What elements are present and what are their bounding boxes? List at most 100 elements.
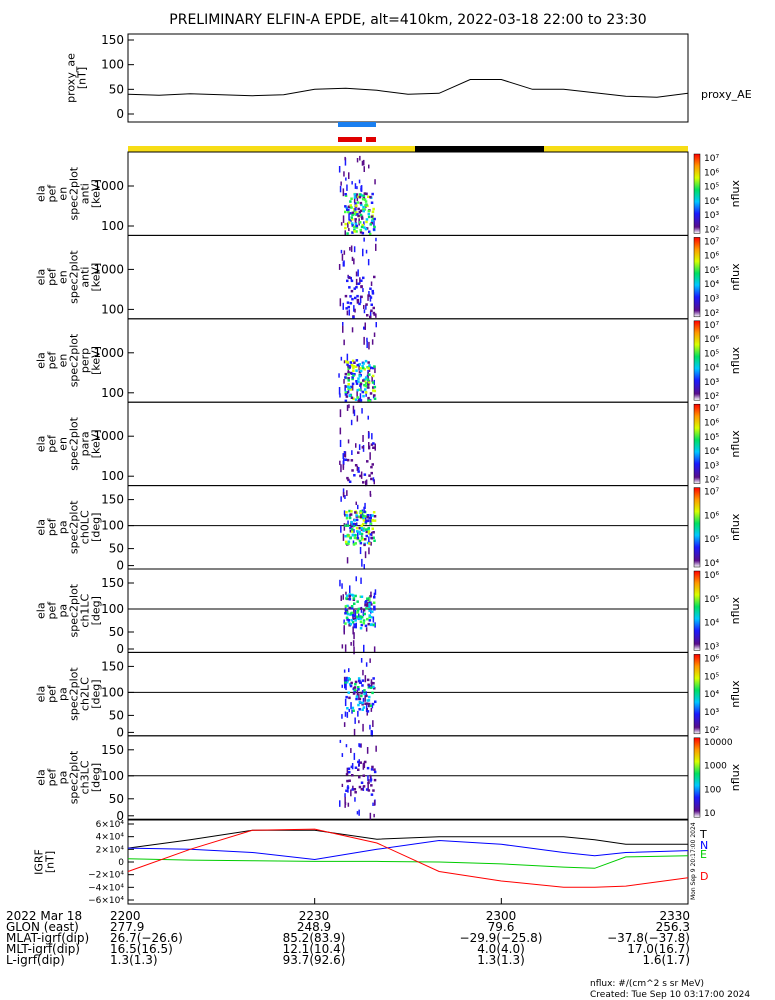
flux-pixel: [356, 530, 359, 533]
flux-pixel: [363, 159, 365, 166]
flux-pixel: [369, 595, 372, 598]
flux-pixel: [338, 264, 341, 270]
flux-pixel: [358, 179, 361, 184]
y-axis-label-line: ch2LC: [79, 677, 92, 711]
flux-pixel: [345, 611, 349, 614]
flux-pixel: [348, 770, 351, 774]
flux-pixel: [367, 212, 370, 216]
flux-pixel: [368, 547, 370, 555]
flux-pixel: [358, 720, 360, 724]
flux-pixel: [372, 536, 375, 539]
flux-pixel: [342, 453, 344, 460]
flux-pixel: [342, 325, 344, 333]
flux-pixel: [347, 802, 350, 807]
flux-pixel: [362, 706, 366, 709]
flux-pixel: [360, 694, 363, 698]
flux-pixel: [357, 470, 360, 473]
flux-pixel: [350, 459, 354, 462]
flux-pixel: [351, 377, 354, 381]
flux-pixel: [368, 614, 371, 617]
flux-pixel: [358, 193, 362, 196]
flux-pixel: [364, 520, 368, 524]
flux-pixel: [345, 683, 347, 691]
flux-pixel: [351, 359, 355, 363]
flux-pixel: [373, 770, 377, 774]
colorbar-tick-label: 10⁷: [704, 404, 719, 414]
flux-pixel: [373, 768, 376, 771]
flux-pixel: [362, 362, 365, 365]
footer-value: 2300: [486, 909, 517, 923]
y-axis-label-line: [nT]: [76, 67, 89, 89]
flux-pixel: [353, 788, 357, 791]
flux-pixel: [362, 527, 366, 530]
flux-pixel: [370, 536, 374, 540]
flux-pixel: [371, 381, 375, 384]
y-tick-label: 0: [118, 858, 124, 868]
colorbar-tick-label: 10⁴: [704, 364, 719, 374]
flux-pixel: [372, 531, 375, 534]
flux-pixel: [373, 389, 377, 393]
flux-pixel: [368, 619, 372, 622]
y-axis-label-line: spec2plot: [68, 583, 81, 637]
igrf-ylabel: IGRF[nT]: [33, 849, 57, 875]
flux-pixel: [360, 527, 363, 530]
flux-pixel: [371, 374, 375, 378]
flux-pixel: [353, 258, 355, 265]
plot-title: PRELIMINARY ELFIN-A EPDE, alt=410km, 202…: [169, 12, 646, 28]
flux-pixel: [368, 603, 371, 606]
flux-pixel: [356, 390, 358, 399]
flux-pixel: [369, 490, 372, 496]
flux-pixel: [350, 206, 353, 209]
footer-row-label: 2022 Mar 18: [6, 909, 82, 923]
flux-pixel: [350, 702, 352, 710]
flux-pixel: [344, 612, 347, 615]
flux-pixel: [350, 216, 353, 219]
colorbar-tick-label: 10³: [704, 378, 719, 388]
flux-pixel: [353, 625, 356, 629]
flux-pixel: [365, 691, 367, 696]
flux-pixel: [352, 615, 354, 619]
flux-pixel: [359, 295, 362, 304]
flux-pixel: [358, 515, 361, 518]
footer-value: 85.2(83.9): [283, 931, 346, 945]
colorbar-tick-label: 10⁵: [704, 349, 719, 359]
flux-pixel: [350, 618, 354, 622]
flux-pixel: [370, 793, 374, 796]
flux-pixel: [342, 302, 344, 310]
colorbar-label: nflux: [729, 513, 742, 541]
y-axis-label-line: para: [79, 431, 92, 456]
flux-pixel: [366, 514, 370, 517]
flux-pixel: [347, 691, 350, 694]
flux-pixel: [344, 605, 348, 608]
colorbar: [693, 654, 701, 735]
flux-pixel: [369, 452, 371, 460]
flux-pixel: [357, 451, 360, 454]
flux-pixel: [355, 514, 358, 517]
flux-pixel: [361, 701, 364, 705]
flux-pixel: [357, 399, 360, 403]
flux-pixel: [362, 622, 366, 625]
flux-pixel: [370, 686, 373, 689]
flux-pixel: [363, 208, 367, 211]
flux-pixel: [369, 366, 372, 369]
y-tick-label: 150: [101, 493, 124, 507]
colorbar-tick-label: 10⁶: [704, 252, 719, 262]
flux-pixel: [343, 619, 345, 624]
flux-pixel: [353, 623, 356, 626]
flux-pixel: [370, 623, 373, 626]
y-axis-label-line: proxy_ae: [65, 53, 78, 103]
flux-pixel: [354, 542, 357, 545]
flux-pixel: [356, 690, 359, 697]
flux-pixel: [368, 536, 370, 544]
colorbar-label: nflux: [729, 597, 742, 625]
flux-pixel: [352, 405, 355, 414]
flux-pixel: [368, 164, 370, 169]
flux-pixel: [368, 432, 370, 438]
flux-pixel: [356, 600, 359, 603]
flux-pixel: [347, 222, 349, 228]
flux-pixel: [352, 524, 356, 528]
flux-pixel: [347, 767, 351, 770]
y-axis-label-line: [keV]: [90, 263, 103, 292]
